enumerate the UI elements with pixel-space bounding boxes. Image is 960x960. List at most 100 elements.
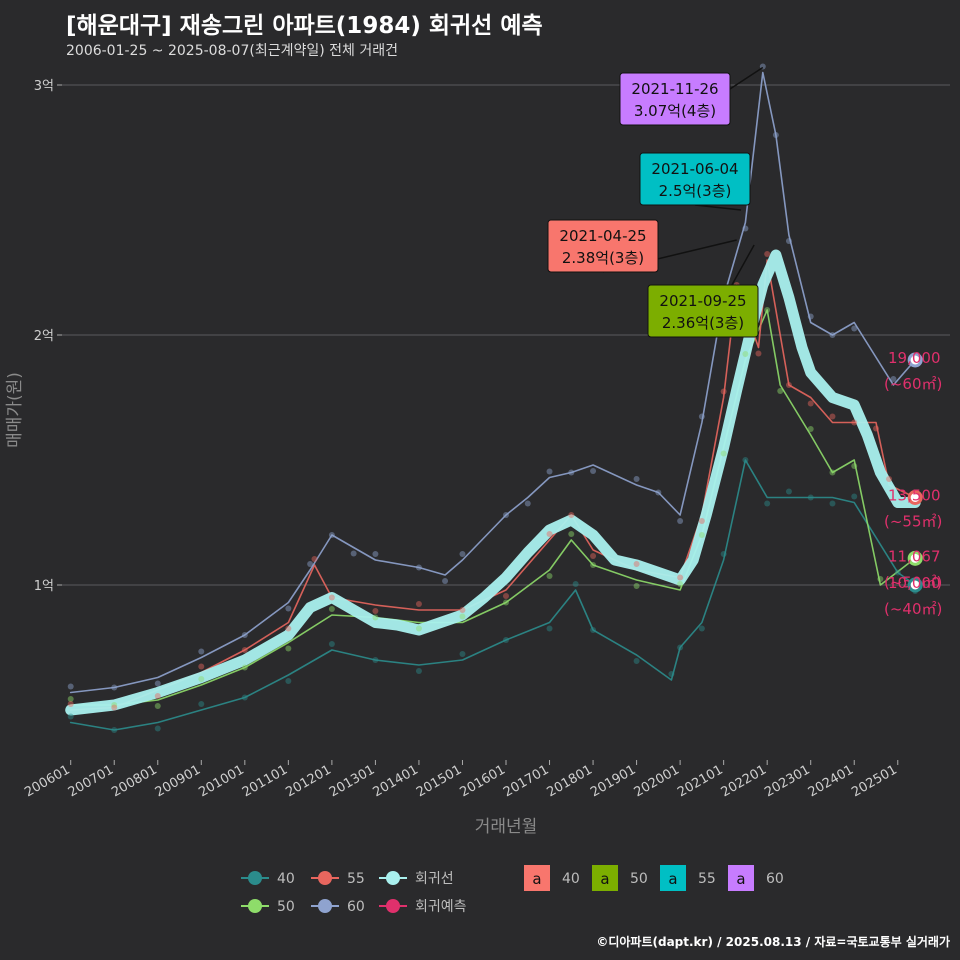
data-point-60	[241, 632, 248, 638]
data-point-40	[742, 457, 749, 463]
legend: 40 55 회귀선 50 60 회귀예측 a 40 a 50 a 55 a 60	[241, 865, 784, 915]
legend-swatch-glyph: a	[532, 870, 541, 888]
data-point-50	[720, 450, 727, 457]
series-line-regression	[65, 249, 921, 716]
end-size-label: (~60㎡)	[884, 375, 942, 393]
legend-marker	[248, 871, 262, 885]
data-point-55	[590, 553, 597, 559]
x-tick-label: 201001	[196, 762, 246, 800]
legend-marker	[386, 871, 400, 885]
legend-marker	[248, 899, 262, 913]
data-point-40	[111, 727, 118, 733]
x-tick-label: 201101	[240, 762, 290, 800]
data-point-55	[111, 704, 118, 711]
data-point-50	[698, 532, 705, 538]
annotation-price: 2.36억(3층)	[662, 314, 744, 332]
data-point-40	[851, 493, 858, 500]
end-price-label: 13,500	[888, 487, 941, 505]
data-point-50	[742, 351, 749, 357]
legend-label: 회귀선	[415, 871, 454, 887]
x-tick-label: 201801	[545, 762, 595, 800]
data-point-55	[311, 556, 318, 562]
data-point-50	[829, 469, 836, 476]
data-point-60	[307, 561, 314, 567]
legend-label: 40	[562, 871, 580, 887]
data-point-60	[198, 648, 205, 655]
x-tick-label: 201701	[501, 762, 551, 800]
data-point-50	[415, 625, 422, 632]
x-axis-ticks: 2006012007012008012009012010012011012012…	[22, 760, 900, 800]
data-point-55	[372, 608, 379, 614]
data-point-40	[546, 625, 553, 632]
data-point-60	[742, 225, 749, 232]
data-point-50	[459, 613, 466, 620]
data-point-55	[829, 413, 836, 420]
data-point-60	[890, 376, 897, 382]
series-line-50	[69, 309, 917, 706]
data-point-60	[698, 413, 705, 420]
data-point-40	[633, 658, 640, 664]
series-lines	[65, 71, 921, 731]
x-tick-label: 202201	[719, 762, 769, 800]
data-point-60	[503, 512, 509, 518]
annotation-price: 2.5억(3층)	[659, 182, 732, 200]
legend-swatch-glyph: a	[736, 870, 745, 888]
legend-label: 50	[277, 899, 295, 915]
data-point-50	[67, 696, 74, 702]
data-point-60	[350, 550, 357, 557]
data-point-55	[720, 388, 727, 395]
legend-marker	[318, 871, 332, 885]
data-point-50	[241, 664, 248, 671]
credit-footer: ©디아파트(dapt.kr) / 2025.08.13 / 자료=국토교통부 실…	[596, 935, 950, 949]
data-point-60	[590, 468, 597, 474]
annotation-date: 2021-04-25	[559, 227, 646, 245]
data-point-40	[785, 488, 792, 495]
data-point-60	[677, 518, 684, 524]
legend-swatch-glyph: a	[600, 870, 609, 888]
annotation-price: 2.38억(3층)	[562, 249, 644, 267]
legend-swatch	[524, 865, 550, 891]
x-tick-label: 202401	[806, 762, 856, 800]
x-tick-label: 201901	[588, 762, 638, 800]
y-tick-label: 2억	[34, 329, 54, 344]
data-point-60	[655, 489, 662, 496]
data-point-55	[241, 647, 248, 653]
legend-label: 40	[277, 871, 295, 887]
data-point-50	[807, 426, 814, 432]
data-point-60	[546, 468, 553, 475]
end-marker-40	[907, 577, 923, 593]
y-tick-label: 1억	[34, 579, 54, 594]
data-point-50	[546, 573, 553, 579]
data-point-40	[372, 657, 379, 663]
annotation-date: 2021-09-25	[659, 292, 746, 310]
annotation-box	[647, 284, 759, 338]
legend-label: 회귀예측	[415, 899, 467, 915]
data-point-40	[503, 637, 509, 643]
data-point-55	[698, 518, 705, 524]
data-point-60	[829, 332, 836, 338]
x-tick-label: 201201	[283, 762, 333, 800]
data-point-55	[886, 476, 893, 482]
data-point-60	[459, 551, 466, 557]
x-tick-label: 201601	[458, 762, 508, 800]
end-markers: 19,000(~60㎡)13,500(~55㎡)11,067(~50㎡)10,0…	[884, 349, 942, 618]
end-marker-55	[907, 490, 923, 505]
data-point-55	[873, 425, 879, 432]
annotation-box	[619, 72, 731, 126]
data-point-40	[285, 678, 292, 684]
data-point-60	[328, 532, 335, 538]
x-tick-label: 201401	[370, 762, 420, 800]
data-point-50	[764, 307, 771, 313]
end-size-label: (~55㎡)	[884, 513, 942, 531]
data-point-55	[546, 531, 553, 537]
data-point-60	[111, 684, 118, 691]
data-point-50	[285, 645, 292, 652]
data-point-40	[677, 644, 684, 651]
data-point-60	[154, 680, 161, 687]
data-point-40	[764, 500, 771, 507]
data-point-40	[67, 713, 74, 720]
legend-marker	[386, 899, 400, 913]
data-point-55	[568, 512, 575, 518]
x-tick-label: 200601	[22, 762, 72, 800]
